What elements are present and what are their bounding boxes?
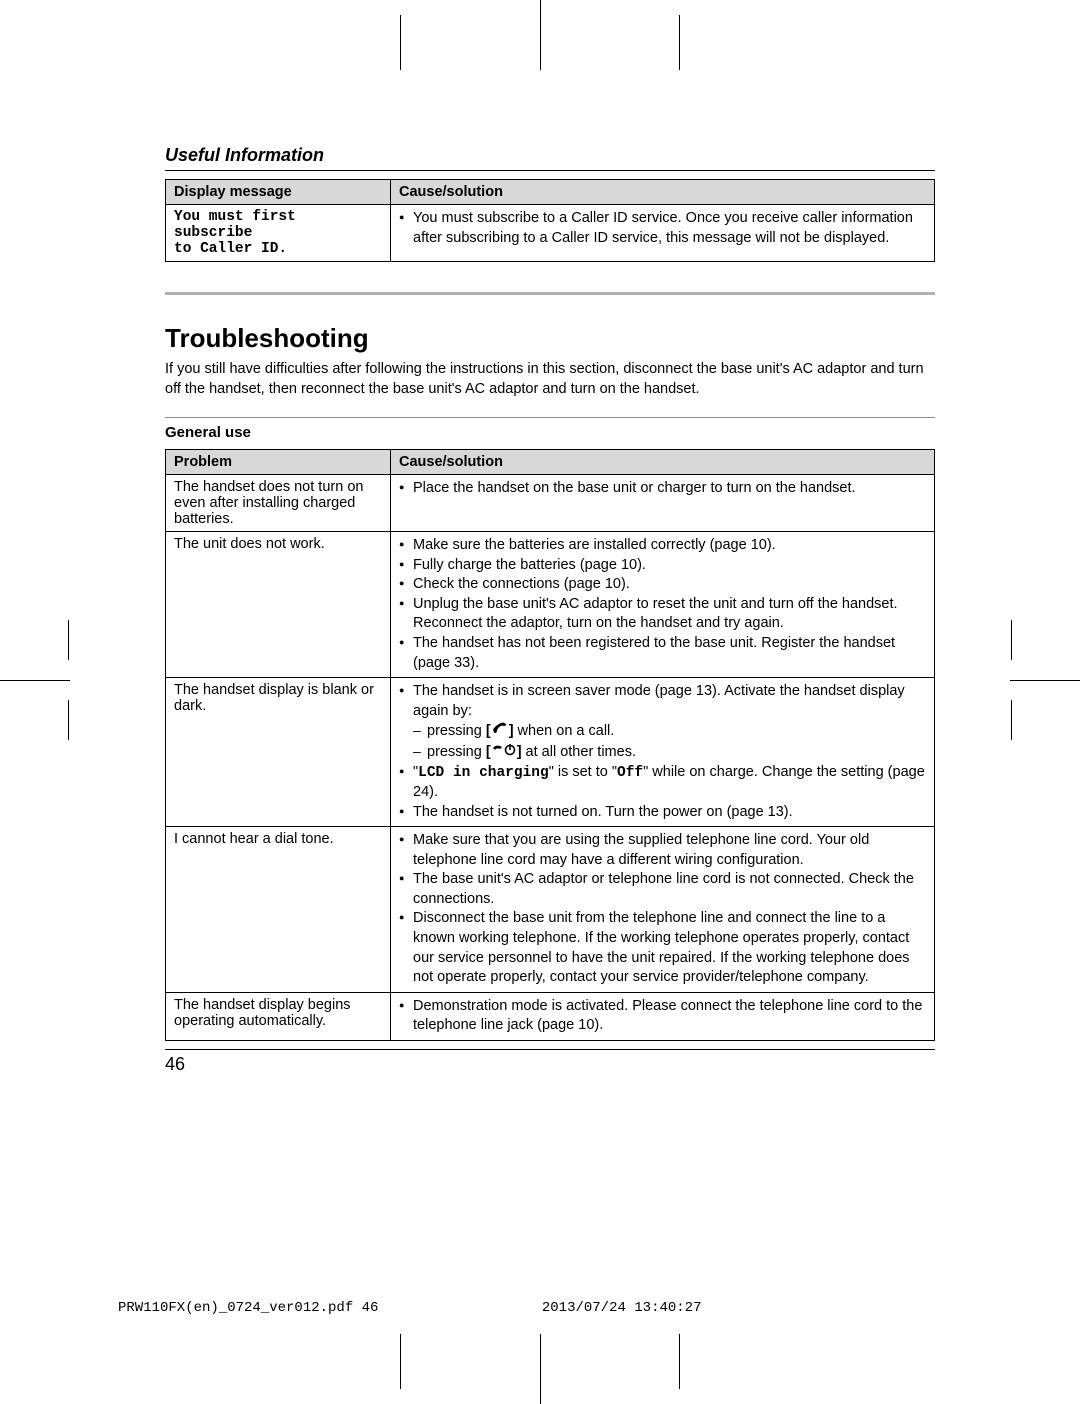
intro-text: If you still have difficulties after fol… xyxy=(165,360,935,399)
content-area: Useful Information Display message Cause… xyxy=(165,145,935,1075)
cause-cell: You must subscribe to a Caller ID servic… xyxy=(391,205,935,262)
table-row: You must first subscribe to Caller ID. Y… xyxy=(166,205,935,262)
crop-mark xyxy=(400,15,680,70)
table-header: Cause/solution xyxy=(391,450,935,475)
table-row: The handset display is blank or dark. Th… xyxy=(166,678,935,827)
cause-cell: Place the handset on the base unit or ch… xyxy=(391,475,935,532)
page: Useful Information Display message Cause… xyxy=(0,0,1080,1404)
heading-troubleshooting: Troubleshooting xyxy=(165,323,935,354)
cause-cell: Make sure the batteries are installed co… xyxy=(391,532,935,678)
rule xyxy=(165,170,935,171)
display-message-table: Display message Cause/solution You must … xyxy=(165,179,935,262)
rule xyxy=(165,417,935,418)
cause-cell: The handset is in screen saver mode (pag… xyxy=(391,678,935,827)
problem-cell: I cannot hear a dial tone. xyxy=(166,827,391,993)
footer-timestamp: 2013/07/24 13:40:27 xyxy=(542,1300,702,1316)
page-number: 46 xyxy=(165,1054,935,1075)
table-row: I cannot hear a dial tone. Make sure tha… xyxy=(166,827,935,993)
table-row: The handset does not turn on even after … xyxy=(166,475,935,532)
rule xyxy=(165,1049,935,1050)
problem-cell: The handset display is blank or dark. xyxy=(166,678,391,827)
crop-mark xyxy=(980,580,1080,780)
problem-cell: The handset display begins operating aut… xyxy=(166,992,391,1040)
table-header: Display message xyxy=(166,180,391,205)
troubleshooting-table: Problem Cause/solution The handset does … xyxy=(165,449,935,1041)
problem-cell: The handset does not turn on even after … xyxy=(166,475,391,532)
print-footer: PRW110FX(en)_0724_ver012.pdf 46 2013/07/… xyxy=(118,1300,968,1316)
table-row: The handset display begins operating aut… xyxy=(166,992,935,1040)
table-row: The unit does not work. Make sure the ba… xyxy=(166,532,935,678)
section-title: Useful Information xyxy=(165,145,935,166)
footer-filename: PRW110FX(en)_0724_ver012.pdf 46 xyxy=(118,1300,378,1316)
display-message-cell: You must first subscribe to Caller ID. xyxy=(166,205,391,262)
crop-mark xyxy=(400,1334,680,1389)
table-header: Cause/solution xyxy=(391,180,935,205)
heading-general-use: General use xyxy=(165,424,935,441)
cause-cell: Demonstration mode is activated. Please … xyxy=(391,992,935,1040)
separator xyxy=(165,292,935,295)
crop-mark xyxy=(0,580,100,780)
problem-cell: The unit does not work. xyxy=(166,532,391,678)
off-power-icon xyxy=(491,742,517,763)
cause-cell: Make sure that you are using the supplie… xyxy=(391,827,935,993)
talk-icon xyxy=(491,721,509,742)
table-header: Problem xyxy=(166,450,391,475)
